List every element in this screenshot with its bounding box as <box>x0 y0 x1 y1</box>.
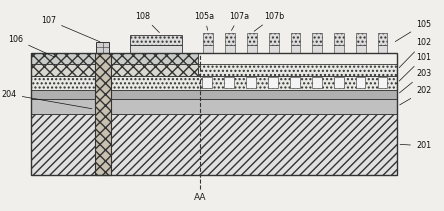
Bar <box>247 45 257 53</box>
Text: 204: 204 <box>2 90 92 109</box>
Bar <box>269 33 278 45</box>
Text: 203: 203 <box>400 69 431 93</box>
Bar <box>247 33 257 45</box>
Bar <box>31 53 198 64</box>
Bar <box>31 64 198 76</box>
Bar <box>95 53 111 175</box>
Text: 201: 201 <box>400 141 431 150</box>
Bar <box>31 90 397 99</box>
Bar <box>130 45 182 53</box>
Text: 105: 105 <box>395 20 431 42</box>
Bar <box>203 45 213 53</box>
Text: 107b: 107b <box>254 12 285 31</box>
Bar <box>225 45 235 53</box>
Bar <box>225 33 235 45</box>
Bar <box>334 45 344 53</box>
Bar <box>246 77 256 88</box>
Bar <box>356 77 365 88</box>
Bar <box>290 77 300 88</box>
Bar <box>290 33 300 45</box>
Bar <box>334 33 344 45</box>
Text: 202: 202 <box>400 87 431 105</box>
Bar <box>203 33 213 45</box>
Text: 107: 107 <box>41 16 100 42</box>
Bar <box>312 33 322 45</box>
Bar <box>96 42 109 53</box>
Text: 107a: 107a <box>230 12 250 31</box>
Bar <box>290 45 300 53</box>
Text: AA: AA <box>194 193 206 202</box>
Text: 101: 101 <box>399 53 431 81</box>
Bar <box>31 114 397 175</box>
Bar <box>198 64 397 76</box>
Bar <box>130 35 182 45</box>
Text: 106: 106 <box>8 35 55 57</box>
Text: 108: 108 <box>135 12 159 32</box>
Bar <box>378 33 388 45</box>
Text: 102: 102 <box>399 38 431 68</box>
Text: 105a: 105a <box>194 12 214 30</box>
Bar <box>377 77 388 88</box>
Bar <box>312 45 322 53</box>
Bar <box>378 45 388 53</box>
Bar <box>31 53 397 175</box>
Bar <box>356 45 366 53</box>
Bar <box>31 99 397 114</box>
Bar <box>31 76 397 90</box>
Bar <box>356 33 366 45</box>
Bar <box>269 45 278 53</box>
Bar <box>334 77 344 88</box>
Bar <box>202 77 212 88</box>
Bar <box>312 77 321 88</box>
Bar <box>224 77 234 88</box>
Bar <box>268 77 278 88</box>
